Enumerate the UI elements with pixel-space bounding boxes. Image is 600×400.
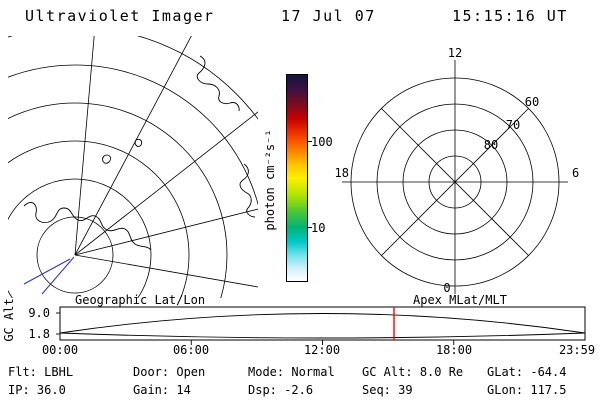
status-glon: GLon: 117.5 xyxy=(487,383,566,397)
status-flt: Flt: LBHL xyxy=(8,365,73,379)
x-tick-1200: 12:00 xyxy=(303,343,341,357)
status-flt-value: LBHL xyxy=(44,365,74,379)
app-title: Ultraviolet Imager xyxy=(25,7,215,25)
colorbar-unit-label: photon cm⁻²s⁻¹ xyxy=(263,129,277,231)
longitude-meridians xyxy=(74,36,258,288)
status-gain: Gain: 14 xyxy=(133,383,191,397)
status-glon-value: 117.5 xyxy=(530,383,567,397)
status-door-value: Open xyxy=(176,365,206,379)
status-dsp-label: Dsp: xyxy=(248,383,277,397)
status-mode-label: Mode: xyxy=(248,365,285,379)
status-ip: IP: 36.0 xyxy=(8,383,66,397)
status-door-label: Door: xyxy=(133,365,170,379)
apex-polar-plot: 12 0 18 6 60 70 80 xyxy=(335,46,580,295)
geographic-map-plot xyxy=(8,36,258,298)
header-time: 15:15:16 UT xyxy=(452,7,568,25)
mlat-label-70: 70 xyxy=(506,118,520,132)
mlat-label-80: 80 xyxy=(484,138,498,152)
status-gcalt: GC Alt: 8.0 Re xyxy=(362,365,463,379)
map-caption: Geographic Lat/Lon xyxy=(75,293,206,307)
status-gcalt-label: GC Alt: xyxy=(362,365,413,379)
status-mode-value: Normal xyxy=(291,365,335,379)
timeline-y-tick-bottom: 1.8 xyxy=(28,327,50,341)
status-seq-value: 39 xyxy=(398,383,413,397)
status-gain-label: Gain: xyxy=(133,383,170,397)
status-flt-label: Flt: xyxy=(8,365,37,379)
status-glat: GLat: -64.4 xyxy=(487,365,566,379)
polar-caption: Apex MLat/MLT xyxy=(413,293,507,307)
status-ip-value: 36.0 xyxy=(36,383,66,397)
status-seq: Seq: 39 xyxy=(362,383,413,397)
altitude-timeline-plot xyxy=(56,306,586,345)
colorbar-tick-10 xyxy=(307,227,312,228)
mlt-label-0: 0 xyxy=(443,281,450,295)
x-tick-1800: 18:00 xyxy=(435,343,473,357)
status-gcalt-value: 8.0 Re xyxy=(419,365,464,379)
status-dsp: Dsp: -2.6 xyxy=(248,383,313,397)
status-glon-label: GLon: xyxy=(487,383,524,397)
mlt-spokes xyxy=(351,78,559,286)
cardinal-ticks xyxy=(342,60,568,294)
status-glat-label: GLat: xyxy=(487,365,524,379)
altitude-curve xyxy=(59,313,586,339)
status-ip-label: IP: xyxy=(8,383,30,397)
colorbar-label-10: 10 xyxy=(311,221,326,235)
orbit-track xyxy=(23,256,75,295)
mlat-label-60: 60 xyxy=(525,95,539,109)
mlt-label-6: 6 xyxy=(572,166,579,180)
colorbar-label-100: 100 xyxy=(311,135,333,149)
mlt-label-12: 12 xyxy=(448,46,462,60)
header-date: 17 Jul 07 xyxy=(281,7,376,25)
status-door: Door: Open xyxy=(133,365,205,379)
status-dsp-value: -2.6 xyxy=(284,383,314,397)
status-glat-value: -64.4 xyxy=(530,365,567,379)
timeline-ticks xyxy=(56,312,455,345)
x-tick-0600: 06:00 xyxy=(172,343,210,357)
x-tick-2359: 23:59 xyxy=(558,343,596,357)
colorbar-tick-100 xyxy=(307,141,312,142)
colorbar xyxy=(286,74,308,282)
status-seq-label: Seq: xyxy=(362,383,391,397)
polar-labels: 12 0 18 6 60 70 80 xyxy=(335,46,580,295)
status-gain-value: 14 xyxy=(176,383,191,397)
x-tick-0000: 00:00 xyxy=(41,343,79,357)
status-mode: Mode: Normal xyxy=(248,365,335,379)
coastlines xyxy=(23,55,256,251)
mlt-label-18: 18 xyxy=(335,166,349,180)
timeline-y-tick-top: 9.0 xyxy=(28,306,50,320)
timeline-y-axis-label: GC Alt xyxy=(2,298,16,342)
latitude-arcs xyxy=(8,36,258,298)
